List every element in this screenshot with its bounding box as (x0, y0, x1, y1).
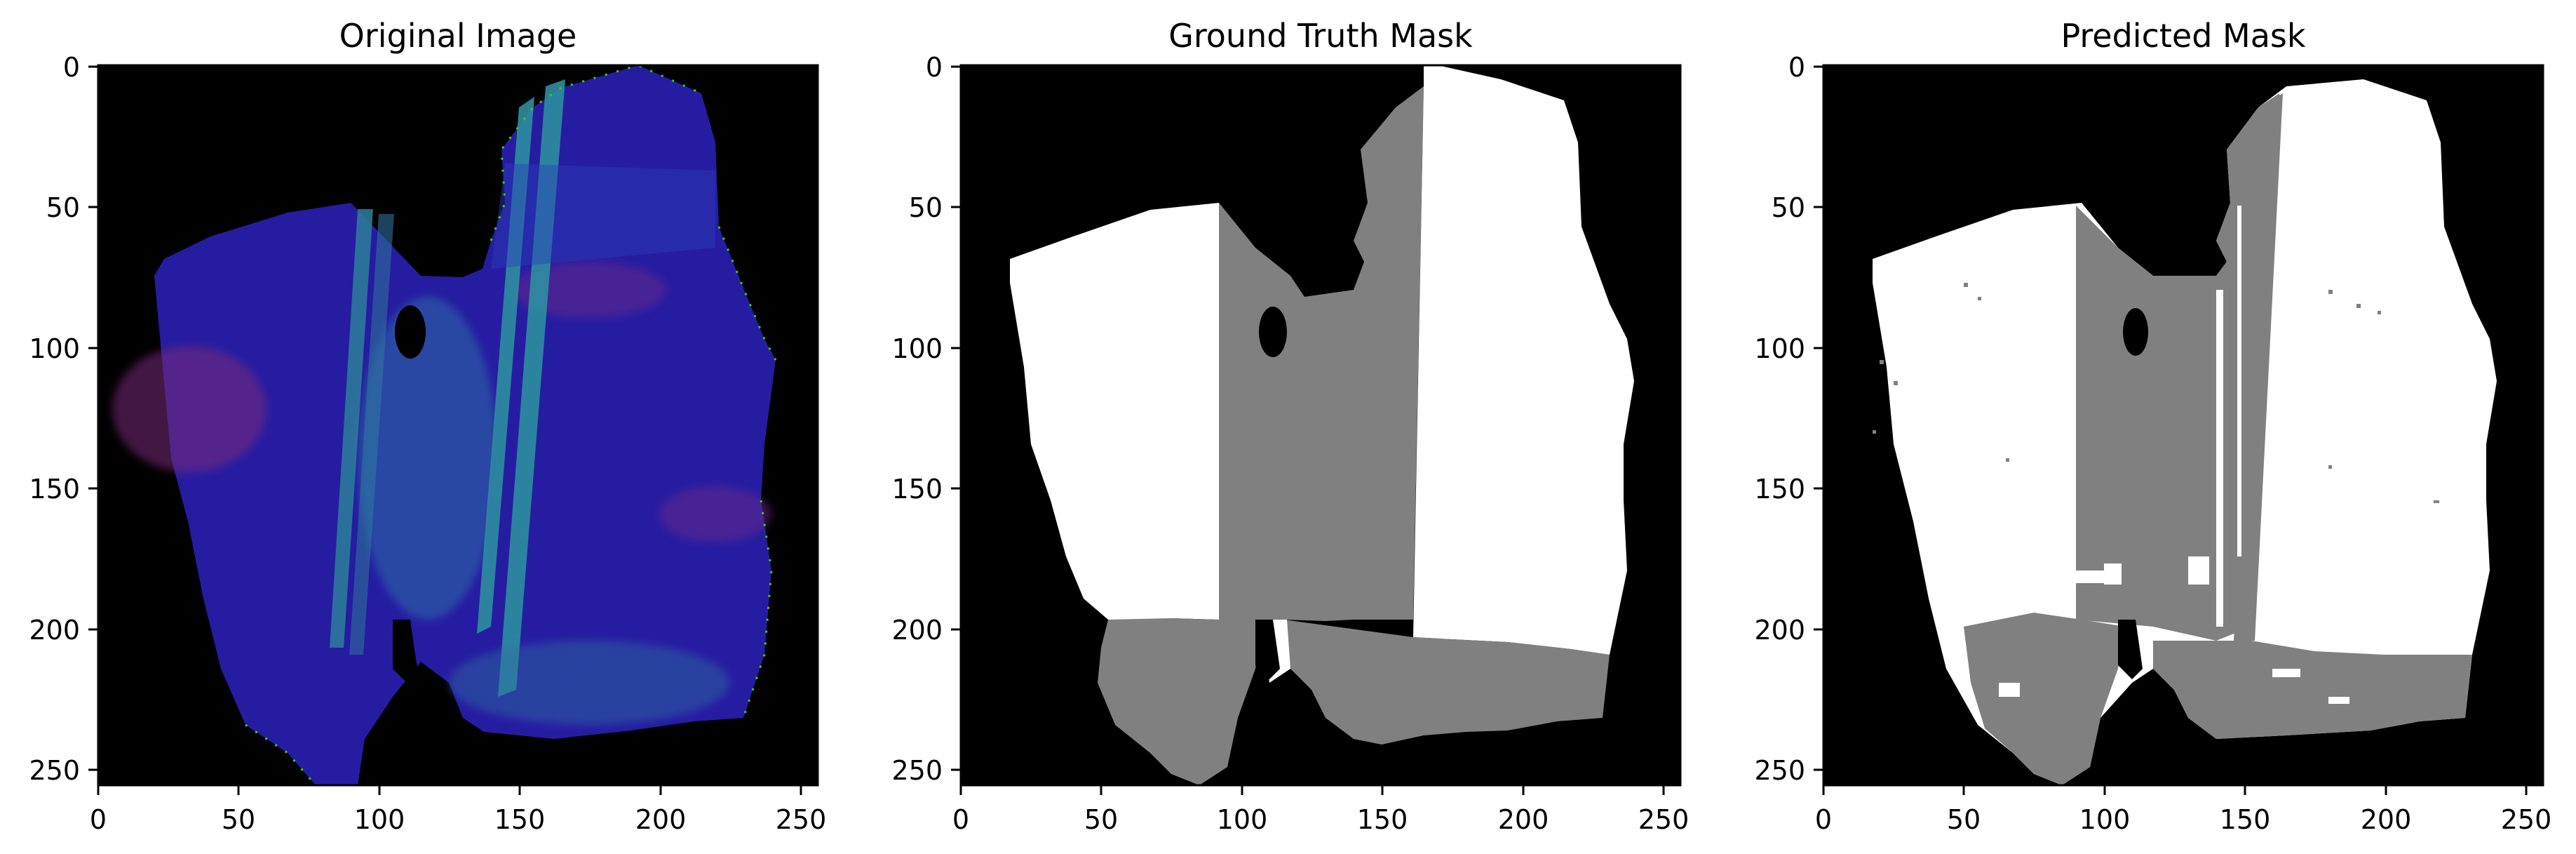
x-tick-label: 0 (1815, 804, 1832, 835)
teal-region (449, 641, 729, 725)
panel-title: Predicted Mask (2061, 17, 2305, 55)
panel-title: Ground Truth Mask (1168, 17, 1473, 55)
y-tick-label: 0 (1788, 52, 1805, 83)
y-tick-label: 100 (891, 333, 943, 364)
tint-region (112, 346, 267, 472)
y-axis: 0 50 100 150 200 250 (29, 52, 98, 786)
x-tick-label: 50 (1947, 804, 1981, 835)
x-tick-label: 250 (2501, 804, 2552, 835)
x-tick-label: 50 (222, 804, 255, 835)
y-tick-label: 200 (29, 615, 80, 646)
x-tick-label: 200 (635, 804, 687, 835)
mask-white-region (1413, 65, 1634, 655)
y-tick-label: 100 (1754, 333, 1805, 364)
x-tick-label: 100 (1217, 804, 1268, 835)
y-tick-label: 150 (891, 474, 943, 505)
y-tick-label: 50 (46, 192, 80, 223)
tint-region (512, 262, 666, 318)
y-tick-label: 150 (29, 474, 80, 505)
mask-gray-region (2234, 93, 2283, 641)
hole (1255, 620, 1280, 679)
stripe (330, 209, 373, 648)
panel-title: Original Image (339, 17, 577, 55)
mask-gray-region (1283, 620, 1610, 745)
x-tick-label: 150 (1357, 804, 1408, 835)
hole (395, 305, 426, 359)
hole (393, 620, 417, 683)
x-tick-label: 200 (2361, 804, 2412, 835)
mask-gray-region (1219, 203, 1354, 621)
mask-gray-region (2153, 641, 2472, 739)
x-tick-label: 0 (952, 804, 969, 835)
mask-noise (1873, 283, 2439, 503)
x-tick-label: 250 (1638, 804, 1690, 835)
panel-ground-truth: Ground Truth Mask 0 50 100 15 (891, 17, 1689, 835)
x-tick-label: 150 (494, 804, 546, 835)
x-tick-label: 200 (1498, 804, 1549, 835)
y-axis: 0 50 100 150 200 250 (1754, 52, 1823, 786)
y-tick-label: 100 (29, 333, 80, 364)
teal-region (358, 297, 498, 620)
x-axis: 0 50 100 150 200 250 (90, 785, 826, 835)
x-tick-label: 150 (2220, 804, 2271, 835)
axes-frame (959, 64, 1682, 787)
mask-gray-region (2076, 93, 2279, 641)
stripe (491, 164, 715, 269)
y-tick-label: 0 (926, 52, 943, 83)
hole (1259, 307, 1287, 357)
x-tick-label: 100 (354, 804, 405, 835)
x-tick-label: 50 (1084, 804, 1118, 835)
mask-gray-region (1354, 86, 1424, 620)
y-tick-label: 200 (891, 615, 943, 646)
x-tick-label: 250 (776, 804, 827, 835)
axes-frame (1822, 64, 2544, 787)
x-tick-label: 0 (90, 804, 107, 835)
y-tick-label: 250 (1754, 755, 1805, 786)
y-axis: 0 50 100 150 200 250 (891, 52, 961, 786)
mask-gray-region (1964, 613, 2125, 785)
tint-region (659, 486, 771, 542)
panel-predicted: Predicted Mask (1754, 17, 2551, 835)
x-axis: 0 50 100 150 200 250 (1815, 785, 2551, 835)
x-tick-label: 100 (2079, 804, 2131, 835)
axes-frame (97, 64, 819, 787)
y-tick-label: 150 (1754, 474, 1805, 505)
mask-gray-region (1098, 618, 1262, 785)
hole (2118, 620, 2143, 679)
y-tick-label: 250 (891, 755, 943, 786)
mask-white-region (1010, 203, 1219, 621)
mask-noise (1999, 206, 2349, 704)
y-tick-label: 50 (1772, 192, 1805, 223)
y-tick-label: 50 (909, 192, 943, 223)
y-tick-label: 0 (63, 52, 80, 83)
panel-original: Original Image 0 (29, 17, 826, 835)
y-tick-label: 200 (1754, 615, 1805, 646)
stripe (498, 79, 565, 697)
x-axis: 0 50 100 150 200 250 (952, 785, 1689, 835)
hole (2123, 308, 2148, 356)
y-tick-label: 250 (29, 755, 80, 786)
